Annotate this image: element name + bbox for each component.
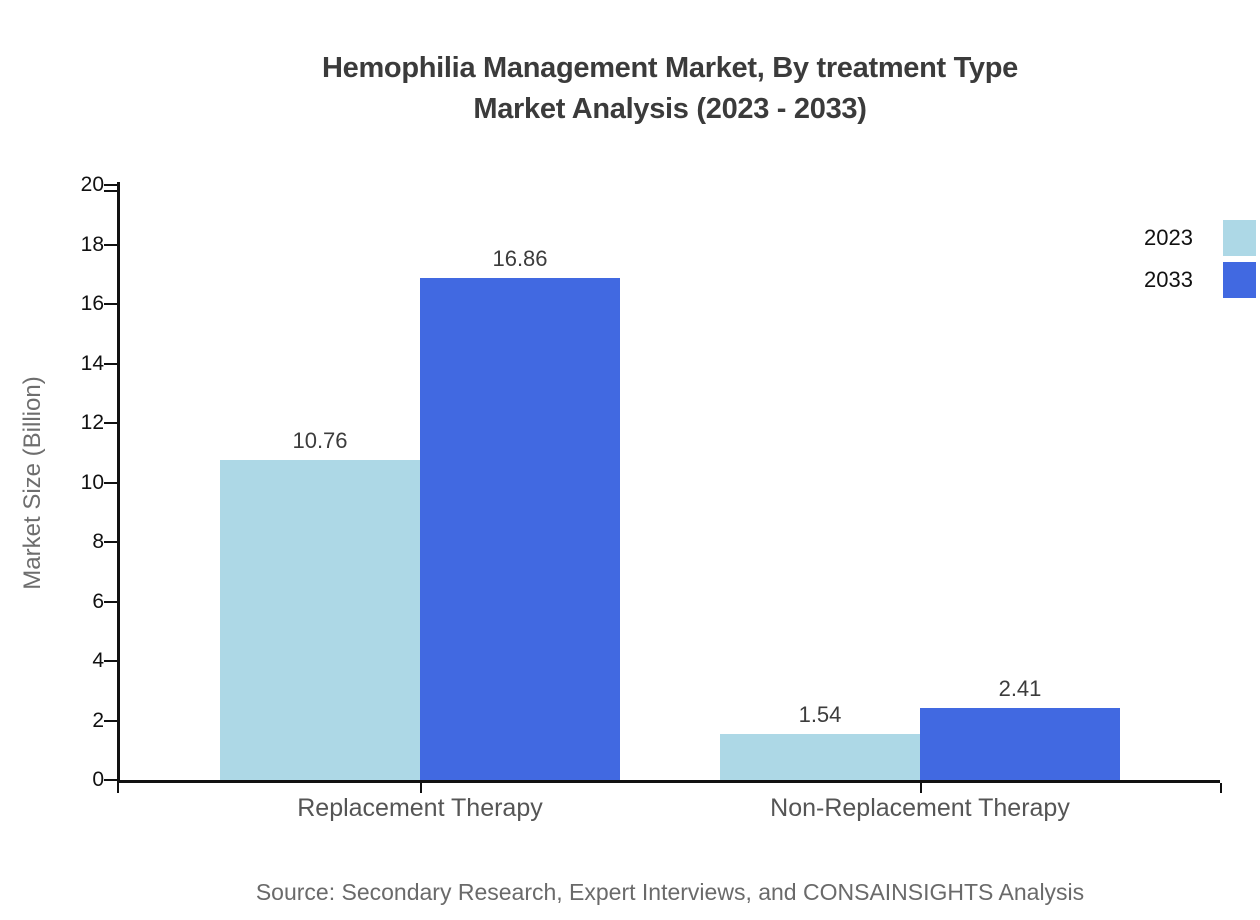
chart-title-line2: Market Analysis (2023 - 2033) (473, 93, 867, 125)
y-tick (104, 719, 117, 722)
bar-2033-replacement-therapy (420, 278, 620, 780)
y-tick (104, 303, 117, 305)
bar-value-label-2033-replacement-therapy: 16.86 (492, 246, 548, 272)
y-tick-label: 10 (80, 470, 104, 494)
y-tick (104, 660, 117, 662)
y-tick (104, 541, 117, 543)
y-tick-label: 2 (92, 708, 104, 732)
bar-2023-replacement-therapy (220, 459, 420, 780)
y-tick-label: 16 (80, 292, 104, 315)
legend: 2023 2033 (1144, 220, 1256, 298)
chart-title: Hemophilia Management Market, By treatme… (80, 48, 1260, 130)
y-axis-line (117, 182, 120, 783)
bar-2023-non-replacement-therapy (720, 734, 920, 780)
y-tick (104, 779, 117, 781)
legend-swatch (1223, 262, 1256, 298)
legend-label: 2033 (1144, 267, 1193, 292)
x-tick (1220, 783, 1222, 793)
y-tick-label: 0 (92, 768, 104, 791)
y-tick (104, 243, 117, 246)
chart-title-line1: Hemophilia Management Market, By treatme… (321, 52, 1019, 84)
bar-value-label-2023-non-replacement-therapy: 1.54 (798, 702, 842, 728)
x-category-label: Non-Replacement Therapy (770, 794, 1070, 822)
x-tick (420, 783, 422, 793)
y-tick-label: 12 (80, 411, 104, 434)
source-note: Source: Secondary Research, Expert Inter… (255, 879, 1085, 905)
y-tick-label: 18 (80, 232, 104, 256)
y-tick-label: 6 (92, 589, 104, 613)
y-tick (104, 600, 117, 603)
y-tick (104, 422, 117, 424)
x-category-label: Replacement Therapy (297, 794, 543, 822)
y-tick-label: 4 (92, 649, 104, 672)
legend-item-2023: 2023 (1144, 220, 1256, 256)
x-tick (117, 783, 119, 793)
y-axis-end-cap (104, 190, 117, 192)
y-tick-label: 14 (80, 351, 104, 375)
y-tick (104, 362, 117, 365)
y-tick (104, 184, 117, 186)
x-axis-line (117, 780, 1220, 783)
x-tick (920, 783, 922, 793)
y-tick-label: 8 (92, 530, 104, 553)
legend-item-2033: 2033 (1144, 262, 1256, 298)
bar-value-label-2023-replacement-therapy: 10.76 (292, 427, 348, 453)
y-tick (104, 481, 117, 484)
legend-label: 2023 (1144, 225, 1193, 250)
bar-2033-non-replacement-therapy (920, 708, 1120, 780)
legend-swatch (1223, 220, 1256, 256)
y-tick-label: 20 (80, 173, 104, 196)
bar-value-label-2033-non-replacement-therapy: 2.41 (998, 676, 1042, 702)
